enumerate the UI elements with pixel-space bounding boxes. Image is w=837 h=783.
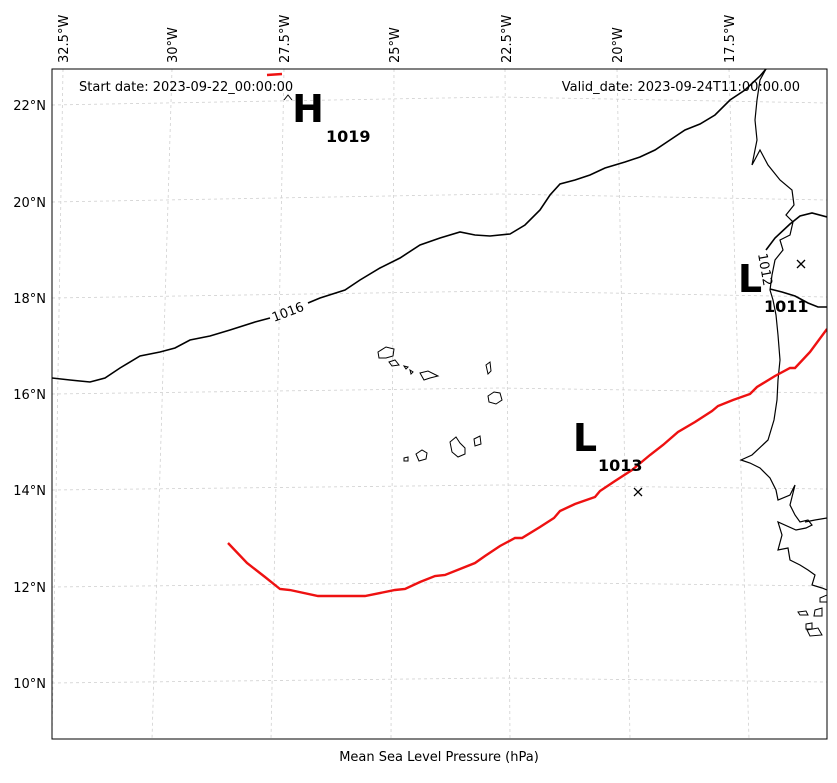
high-pressure-symbol: H [292, 87, 324, 131]
lon-tick-label: 27.5°W [278, 15, 293, 63]
lat-tick-label: 14°N [13, 484, 46, 499]
grid-lon [390, 69, 395, 739]
coast-islet [813, 607, 823, 617]
lat-tick-label: 22°N [13, 99, 46, 114]
low-pressure-value: 1013 [598, 456, 643, 475]
isobar-1012 [765, 212, 827, 251]
lon-tick-label: 25°W [388, 27, 403, 63]
africa-coastline-south [804, 517, 827, 523]
isobar-1016 [52, 69, 767, 383]
lat-tick-labels: 22°N 20°N 18°N 16°N 14°N 12°N 10°N [13, 99, 46, 692]
grid-lon [151, 69, 173, 739]
grid-lat [52, 677, 827, 684]
grid-lon [728, 69, 750, 739]
africa-coastline [739, 69, 827, 591]
grid-lon [270, 69, 285, 739]
low-center-marker [633, 487, 643, 497]
storm-track [227, 328, 827, 598]
grid-lon [616, 69, 631, 739]
axis-label: Mean Sea Level Pressure (hPa) [339, 750, 539, 765]
lat-tick-label: 10°N [13, 677, 46, 692]
lat-tick-label: 12°N [13, 581, 46, 596]
cape-verde-islands [377, 346, 503, 462]
grid-lat [52, 290, 827, 299]
coast-islet [819, 594, 827, 603]
lon-tick-label: 17.5°W [723, 15, 738, 63]
grid-lat [52, 193, 827, 203]
high-pressure-value: 1019 [326, 127, 371, 146]
lon-tick-label: 22.5°W [500, 15, 515, 63]
grid-lat [52, 96, 827, 106]
plot-frame [51, 68, 828, 740]
isobar-label: 1016 [270, 300, 306, 326]
gridlines [52, 69, 827, 739]
storm-track-fragment [266, 72, 283, 77]
lat-tick-label: 16°N [13, 388, 46, 403]
low-center-marker [796, 259, 806, 269]
low-pressure-symbol: L [738, 257, 762, 301]
grid-lon [504, 69, 511, 739]
lon-tick-label: 20°W [611, 27, 626, 63]
start-date: Start date: 2023-09-22_00:00:00 [79, 80, 293, 95]
grid-lon [52, 69, 64, 739]
coast-islet [797, 610, 809, 616]
lon-tick-label: 32.5°W [57, 15, 72, 63]
isobar-label: 1012 [754, 252, 775, 287]
lat-tick-label: 18°N [13, 292, 46, 307]
isobar-1012 [769, 288, 827, 308]
low-pressure-value: 1011 [764, 297, 809, 316]
grid-lat [52, 484, 827, 491]
lat-tick-label: 20°N [13, 196, 46, 211]
grid-lat [52, 581, 827, 588]
lon-tick-label: 30°W [166, 27, 181, 63]
grid-lat [52, 387, 827, 395]
lon-tick-labels: 32.5°W 30°W 27.5°W 25°W 22.5°W 20°W 17.5… [57, 15, 738, 63]
high-center-marker [283, 94, 293, 101]
low-pressure-symbol: L [573, 416, 597, 460]
coast-islet [806, 627, 823, 637]
valid-date: Valid_date: 2023-09-24T11:00:00.00 [562, 80, 800, 95]
coast-islet [805, 622, 813, 630]
